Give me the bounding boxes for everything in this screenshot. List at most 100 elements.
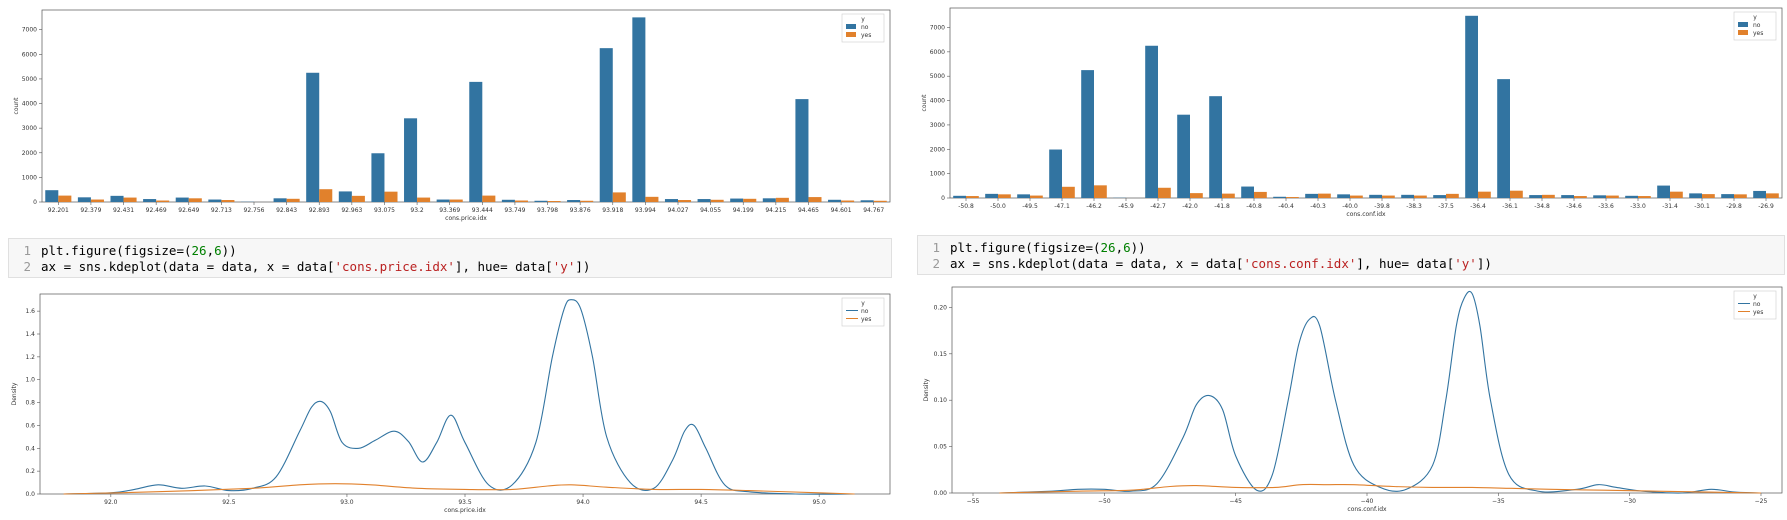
bar-yes: [1446, 193, 1459, 198]
code-line-2: 2 ax = sns.kdeplot(data = data, x = data[…: [918, 256, 1784, 272]
y-tick-label: 5000: [930, 73, 945, 80]
x-axis-label: cons.price.idx: [445, 215, 487, 222]
x-axis-label: cons.conf.idx: [1346, 211, 1386, 218]
bar-yes: [221, 200, 235, 202]
kde-chart-conf-panel: 0.00 0.05 0.10 0.15 0.20 −55 −50 −45 −40 −35 −30 −2…: [912, 285, 1787, 520]
bar-no: [1081, 70, 1094, 198]
code-cell-conf[interactable]: 1 plt.figure(figsize=(26,6)) 2 ax = sns.kd…: [917, 235, 1785, 275]
legend-label-no: no: [861, 24, 869, 31]
legend-label-yes: yes: [861, 32, 871, 39]
x-tick-label: 94.055: [700, 207, 721, 214]
bar-yes: [678, 200, 692, 202]
kde-line-no: [999, 290, 1762, 494]
bar-yes: [1766, 193, 1779, 198]
x-tick-label: 92.649: [178, 207, 199, 214]
bar-no: [1209, 96, 1222, 198]
code-line-1: 1 plt.figure(figsize=(26,6)): [9, 243, 891, 259]
x-tick-label: 92.379: [80, 207, 101, 214]
code-line-2: 2 ax = sns.kdeplot(data = data, x = data[…: [9, 259, 891, 275]
code-line-1: 1 plt.figure(figsize=(26,6)): [918, 240, 1784, 256]
bar-no: [273, 198, 287, 202]
bar-no: [469, 81, 483, 202]
y-tick-label: 7000: [930, 24, 945, 31]
y-tick-label: 7000: [22, 27, 37, 34]
plot-frame: [41, 9, 891, 203]
legend-title: y: [861, 300, 865, 307]
bar-no: [1337, 194, 1350, 198]
kde-chart-price-panel: 0.0 0.2 0.4 0.6 0.8 1.0 1.2 1.4 1.6 92.0 92.5 93.0 9…: [0, 290, 892, 520]
bar-chart-price: 0 1000 2000 3000 4000 5000 6000 7000 92.201 92.37…: [13, 9, 891, 222]
x-tick-label: 94.767: [863, 207, 884, 214]
bar-no: [1625, 195, 1638, 198]
bar-no: [1145, 45, 1158, 198]
x-tick-label: -40.4: [1278, 203, 1294, 210]
y-tick-label: 0.0: [25, 491, 35, 498]
bar-yes: [710, 199, 724, 202]
kde-line-no: [63, 299, 855, 495]
x-tick-label: 94.0: [576, 499, 590, 506]
bar-yes: [775, 197, 789, 202]
x-tick-label: -38.3: [1406, 203, 1422, 210]
bar-yes: [417, 197, 431, 202]
x-axis-label: cons.conf.idx: [1347, 506, 1387, 513]
bar-no: [306, 72, 320, 203]
kde-line-yes: [999, 483, 1761, 494]
bar-no: [1497, 79, 1510, 198]
legend-title: y: [1753, 14, 1757, 21]
x-tick-label: -30.1: [1694, 203, 1710, 210]
bar-yes: [1094, 185, 1107, 198]
y-tick-label: 3000: [22, 125, 37, 132]
bar-no: [1177, 114, 1190, 198]
bar-yes: [1478, 191, 1491, 198]
legend-swatch-yes: [1738, 30, 1748, 35]
line-number: 2: [23, 259, 31, 274]
bar-no: [730, 198, 744, 202]
bar-no: [371, 153, 385, 202]
line-number: 2: [932, 256, 940, 271]
bar-yes: [1414, 195, 1427, 198]
y-tick-label: 0.10: [934, 397, 948, 404]
bar-no: [175, 197, 189, 202]
bar-no: [1689, 193, 1702, 198]
y-tick-label: 1.2: [25, 354, 35, 361]
x-tick-label: 93.444: [472, 207, 493, 214]
code-cell-price[interactable]: 1 plt.figure(figsize=(26,6)) 2 ax = sns.kd…: [8, 238, 892, 278]
bar-no: [1465, 15, 1478, 198]
bar-no: [1273, 196, 1286, 198]
code-text: plt.figure(figsize=(26,6)): [950, 240, 1146, 255]
x-tick-label: 92.843: [276, 207, 297, 214]
bar-yes: [58, 195, 72, 202]
legend-swatch-no: [1738, 22, 1748, 27]
y-tick-label: 5000: [22, 76, 37, 83]
bar-no: [953, 195, 966, 198]
bar-yes: [873, 200, 887, 202]
line-number: 1: [932, 240, 940, 255]
bar-yes: [1574, 196, 1587, 198]
bar-yes: [743, 198, 757, 202]
bar-yes: [123, 197, 137, 202]
bar-yes: [351, 195, 365, 202]
bar-no: [985, 193, 998, 198]
y-axis-label: count: [921, 94, 928, 112]
bar-no: [1017, 194, 1030, 198]
x-tick-label: -47.1: [1054, 203, 1070, 210]
y-tick-label: 0.20: [934, 304, 948, 311]
kde-chart-price: 0.0 0.2 0.4 0.6 0.8 1.0 1.2 1.4 1.6 92.0 92.5 93.0 9…: [11, 293, 891, 514]
x-tick-label: −50: [1098, 498, 1111, 505]
bar-no: [143, 199, 157, 202]
legend-label-yes: yes: [1753, 30, 1763, 37]
bar-yes: [1222, 193, 1235, 198]
bar-yes: [580, 200, 594, 202]
x-tick-label: -49.5: [1022, 203, 1038, 210]
x-tick-label: -46.2: [1086, 203, 1102, 210]
bar-no: [664, 199, 678, 202]
bar-yes: [1638, 196, 1651, 198]
legend-label-no: no: [861, 308, 869, 315]
bar-yes: [1286, 197, 1299, 198]
bar-yes: [998, 194, 1011, 198]
x-tick-label: −45: [1229, 498, 1242, 505]
bar-no: [795, 99, 809, 202]
y-tick-label: 0.05: [934, 444, 948, 451]
bar-yes: [449, 199, 463, 202]
y-axis-label: Density: [11, 382, 18, 405]
